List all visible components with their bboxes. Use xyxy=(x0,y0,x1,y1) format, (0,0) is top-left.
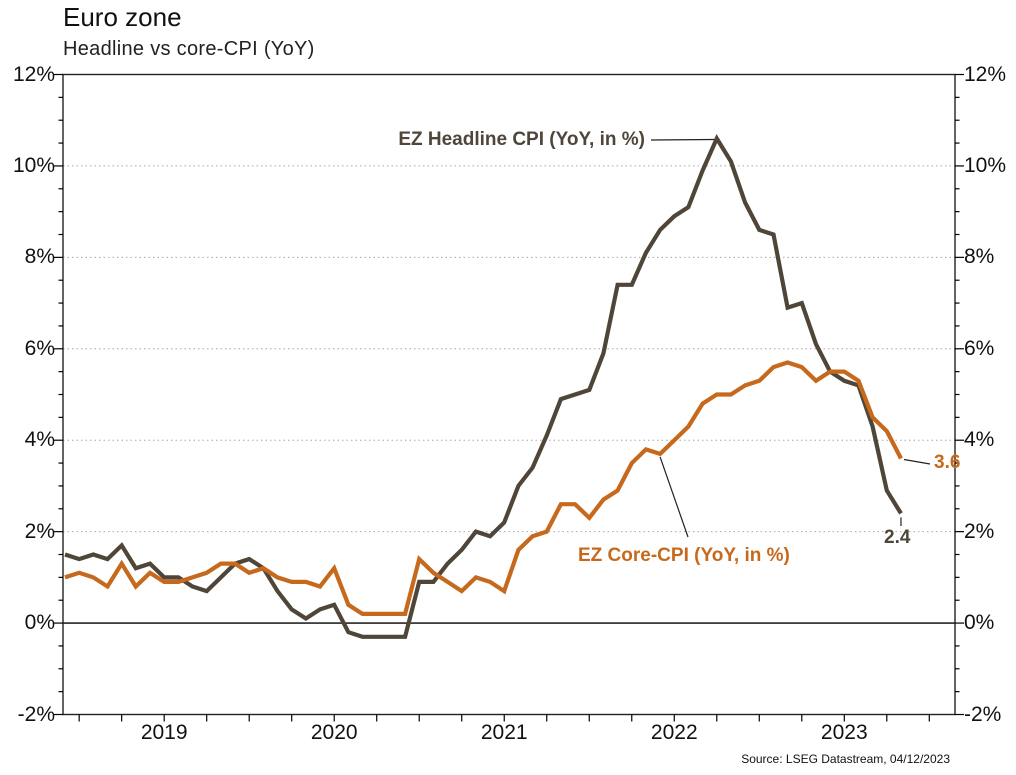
source-note: Source: LSEG Datastream, 04/12/2023 xyxy=(741,752,950,766)
y-axis-label-right: 6% xyxy=(964,336,995,360)
chart-subtitle: Headline vs core-CPI (YoY) xyxy=(63,38,315,60)
y-axis-label-right: 12% xyxy=(964,62,1007,86)
y-axis-label-left: 0% xyxy=(24,611,55,635)
y-axis-label-right: 2% xyxy=(964,519,995,543)
x-axis-year-label: 2019 xyxy=(140,721,188,744)
y-axis-label-left: 8% xyxy=(24,245,55,269)
y-axis-label-left: 6% xyxy=(24,336,55,360)
y-axis-label-right: -2% xyxy=(964,702,1002,726)
y-axis-label-left: 2% xyxy=(24,519,55,543)
y-axis-label-left: -2% xyxy=(17,702,55,726)
y-axis-label-left: 12% xyxy=(12,62,55,86)
x-axis-year-label: 2023 xyxy=(820,721,868,744)
core-series-label: EZ Core-CPI (YoY, in %) xyxy=(578,545,790,566)
plot-frame xyxy=(62,73,956,716)
core-series-line xyxy=(64,360,903,617)
chart-title: Euro zone xyxy=(63,2,182,32)
y-axis-label-right: 0% xyxy=(964,611,995,635)
x-axis-year-label: 2022 xyxy=(650,721,698,744)
headline-annotation-leader xyxy=(650,138,715,141)
headline-series-line xyxy=(64,134,903,639)
headline-last-value: 2.4 xyxy=(884,527,911,548)
core-annotation-leader xyxy=(659,456,689,538)
headline-series-label: EZ Headline CPI (YoY, in %) xyxy=(398,129,645,150)
y-axis-label-left: 4% xyxy=(24,428,55,452)
y-axis-label-right: 4% xyxy=(964,428,995,452)
y-axis-label-left: 10% xyxy=(12,153,55,177)
y-axis-label-right: 10% xyxy=(964,153,1007,177)
core-last-value: 3.6 xyxy=(934,452,961,473)
y-axis-label-right: 8% xyxy=(964,245,995,269)
x-axis-year-label: 2020 xyxy=(310,721,358,744)
core-endvalue-leader xyxy=(903,458,931,465)
x-axis-year-label: 2021 xyxy=(480,721,528,744)
